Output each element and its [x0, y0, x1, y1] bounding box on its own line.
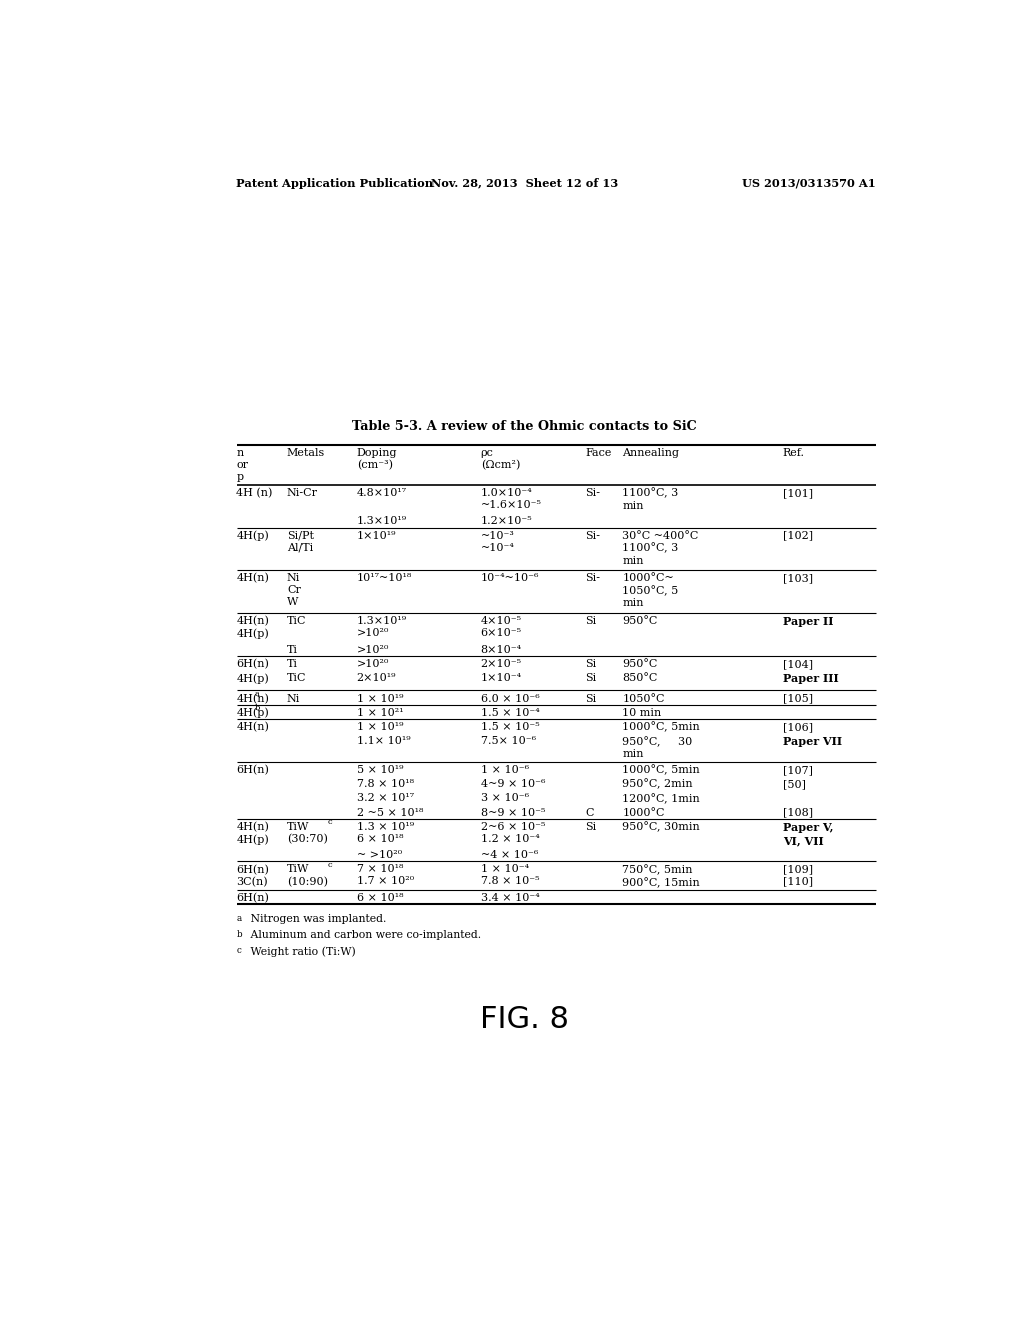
Text: [50]: [50]	[783, 779, 806, 789]
Text: 1×10¹⁹: 1×10¹⁹	[356, 531, 396, 541]
Text: Si: Si	[586, 616, 597, 626]
Text: [102]: [102]	[783, 531, 813, 541]
Text: Paper V,
VI, VII: Paper V, VI, VII	[783, 822, 834, 846]
Text: 4H(n)
4H(p): 4H(n) 4H(p)	[237, 822, 269, 845]
Text: n
or
p: n or p	[237, 447, 249, 482]
Text: b: b	[255, 705, 260, 713]
Text: >10²⁰: >10²⁰	[356, 659, 389, 669]
Text: TiW
(10:90): TiW (10:90)	[287, 865, 328, 887]
Text: Nov. 28, 2013  Sheet 12 of 13: Nov. 28, 2013 Sheet 12 of 13	[431, 178, 618, 189]
Text: 1200°C, 1min: 1200°C, 1min	[623, 793, 700, 804]
Text: 10 min: 10 min	[623, 708, 662, 718]
Text: 4~9 × 10⁻⁶: 4~9 × 10⁻⁶	[480, 779, 545, 789]
Text: Si-: Si-	[586, 531, 600, 541]
Text: Ni-Cr: Ni-Cr	[287, 488, 317, 498]
Text: c: c	[328, 861, 333, 869]
Text: Si/Pt
Al/Ti: Si/Pt Al/Ti	[287, 531, 314, 553]
Text: [107]: [107]	[783, 764, 813, 775]
Text: 7.5× 10⁻⁶: 7.5× 10⁻⁶	[480, 737, 536, 746]
Text: c: c	[328, 818, 333, 826]
Text: >10²⁰: >10²⁰	[356, 644, 389, 655]
Text: 1.3×10¹⁹: 1.3×10¹⁹	[356, 516, 407, 527]
Text: 10¹⁷~10¹⁸: 10¹⁷~10¹⁸	[356, 573, 412, 583]
Text: TiC: TiC	[287, 673, 306, 684]
Text: Annealing: Annealing	[623, 447, 680, 458]
Text: Si: Si	[586, 693, 597, 704]
Text: Metals: Metals	[287, 447, 326, 458]
Text: 10⁻⁴~10⁻⁶: 10⁻⁴~10⁻⁶	[480, 573, 539, 583]
Text: 6H(n): 6H(n)	[237, 764, 269, 775]
Text: Ti: Ti	[287, 659, 298, 669]
Text: 1.2×10⁻⁵: 1.2×10⁻⁵	[480, 516, 532, 527]
Text: 1000°C, 5min: 1000°C, 5min	[623, 764, 700, 775]
Text: TiC: TiC	[287, 616, 306, 626]
Text: [106]: [106]	[783, 722, 813, 733]
Text: 1 × 10⁻⁶: 1 × 10⁻⁶	[480, 764, 528, 775]
Text: 5 × 10¹⁹: 5 × 10¹⁹	[356, 764, 403, 775]
Text: Face: Face	[586, 447, 611, 458]
Text: 6H(n): 6H(n)	[237, 892, 269, 903]
Text: Ni
Cr
W: Ni Cr W	[287, 573, 301, 607]
Text: a: a	[237, 915, 242, 923]
Text: 1.5 × 10⁻⁴: 1.5 × 10⁻⁴	[480, 708, 540, 718]
Text: ρc
(Ωcm²): ρc (Ωcm²)	[480, 447, 520, 470]
Text: 4H(n)
4H(p): 4H(n) 4H(p)	[237, 616, 269, 639]
Text: 1.3×10¹⁹
>10²⁰: 1.3×10¹⁹ >10²⁰	[356, 616, 407, 638]
Text: Si: Si	[586, 659, 597, 669]
Text: Si: Si	[586, 673, 597, 684]
Text: Patent Application Publication: Patent Application Publication	[237, 178, 433, 189]
Text: US 2013/0313570 A1: US 2013/0313570 A1	[742, 178, 876, 189]
Text: 4H(n): 4H(n)	[237, 693, 269, 704]
Text: 1.5 × 10⁻⁵: 1.5 × 10⁻⁵	[480, 722, 540, 733]
Text: 750°C, 5min
900°C, 15min: 750°C, 5min 900°C, 15min	[623, 865, 700, 888]
Text: 4H(n): 4H(n)	[237, 722, 269, 733]
Text: ~ >10²⁰: ~ >10²⁰	[356, 850, 401, 861]
Text: Aluminum and carbon were co-implanted.: Aluminum and carbon were co-implanted.	[247, 931, 480, 940]
Text: C: C	[586, 808, 594, 817]
Text: 1000°C, 5min: 1000°C, 5min	[623, 722, 700, 733]
Text: 4.8×10¹⁷: 4.8×10¹⁷	[356, 488, 407, 498]
Text: 2 ~5 × 10¹⁸: 2 ~5 × 10¹⁸	[356, 808, 423, 817]
Text: 2×10⁻⁵: 2×10⁻⁵	[480, 659, 521, 669]
Text: [108]: [108]	[783, 808, 813, 817]
Text: Si-: Si-	[586, 573, 600, 583]
Text: a: a	[255, 690, 260, 698]
Text: c: c	[237, 946, 242, 956]
Text: 6.0 × 10⁻⁶: 6.0 × 10⁻⁶	[480, 693, 540, 704]
Text: 1.0×10⁻⁴
~1.6×10⁻⁵: 1.0×10⁻⁴ ~1.6×10⁻⁵	[480, 488, 542, 510]
Text: 850°C: 850°C	[623, 673, 657, 684]
Text: 6 × 10¹⁸: 6 × 10¹⁸	[356, 892, 403, 903]
Text: 950°C: 950°C	[623, 616, 657, 626]
Text: ~4 × 10⁻⁶: ~4 × 10⁻⁶	[480, 850, 538, 861]
Text: 8×10⁻⁴: 8×10⁻⁴	[480, 644, 522, 655]
Text: Paper III: Paper III	[783, 673, 839, 684]
Text: 1 × 10¹⁹: 1 × 10¹⁹	[356, 722, 403, 733]
Text: 950°C, 2min: 950°C, 2min	[623, 779, 693, 789]
Text: 3 × 10⁻⁶: 3 × 10⁻⁶	[480, 793, 528, 804]
Text: b: b	[237, 931, 242, 940]
Text: 2×10¹⁹: 2×10¹⁹	[356, 673, 396, 684]
Text: Doping
(cm⁻³): Doping (cm⁻³)	[356, 447, 397, 470]
Text: Paper VII: Paper VII	[783, 737, 842, 747]
Text: Ni: Ni	[287, 693, 300, 704]
Text: 1 × 10²¹: 1 × 10²¹	[356, 708, 403, 718]
Text: Ti: Ti	[287, 644, 298, 655]
Text: 4H (n): 4H (n)	[237, 488, 272, 498]
Text: [103]: [103]	[783, 573, 813, 583]
Text: 1050°C: 1050°C	[623, 693, 665, 704]
Text: 1×10⁻⁴: 1×10⁻⁴	[480, 673, 522, 684]
Text: ~10⁻³
~10⁻⁴: ~10⁻³ ~10⁻⁴	[480, 531, 514, 553]
Text: 1000°C: 1000°C	[623, 808, 665, 817]
Text: 6H(n)
3C(n): 6H(n) 3C(n)	[237, 865, 269, 887]
Text: 950°C,     30
min: 950°C, 30 min	[623, 737, 692, 759]
Text: 4H(p): 4H(p)	[237, 708, 269, 718]
Text: 3.2 × 10¹⁷: 3.2 × 10¹⁷	[356, 793, 414, 804]
Text: TiW
(30:70): TiW (30:70)	[287, 822, 328, 845]
Text: 2~6 × 10⁻⁵
1.2 × 10⁻⁴: 2~6 × 10⁻⁵ 1.2 × 10⁻⁴	[480, 822, 545, 843]
Text: 1 × 10⁻⁴
7.8 × 10⁻⁵: 1 × 10⁻⁴ 7.8 × 10⁻⁵	[480, 865, 539, 887]
Text: 1000°C~
1050°C, 5
min: 1000°C~ 1050°C, 5 min	[623, 573, 679, 609]
Text: [109]
[110]: [109] [110]	[783, 865, 813, 887]
Text: 4H(n): 4H(n)	[237, 573, 269, 583]
Text: 7.8 × 10¹⁸: 7.8 × 10¹⁸	[356, 779, 414, 789]
Text: 7 × 10¹⁸
1.7 × 10²⁰: 7 × 10¹⁸ 1.7 × 10²⁰	[356, 865, 414, 887]
